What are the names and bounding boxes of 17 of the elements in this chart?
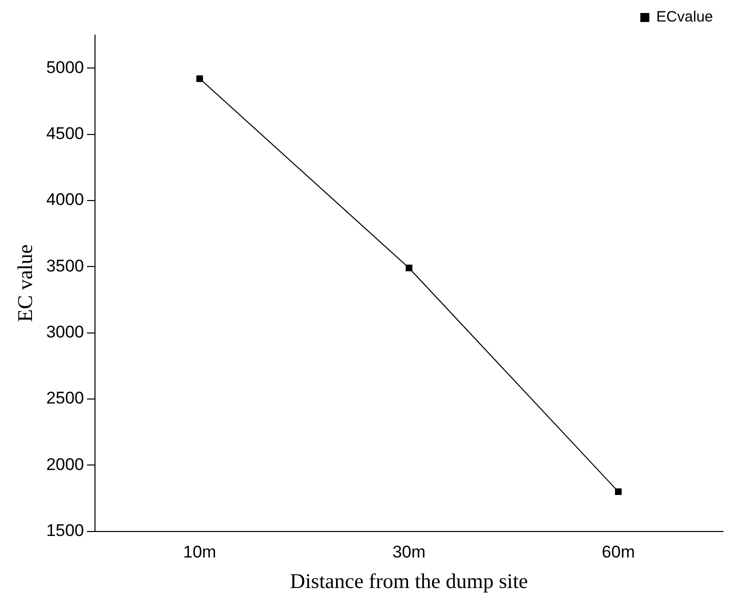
y-tick-label: 5000 <box>46 58 84 77</box>
y-tick-label: 2500 <box>46 388 84 408</box>
y-axis-title: EC value <box>13 244 38 322</box>
y-tick-label: 3500 <box>46 256 84 276</box>
point <box>615 488 622 496</box>
y-tick-label: 3000 <box>46 322 84 342</box>
y-tick-label: 2000 <box>46 454 84 474</box>
y-tick-label: 1500 <box>46 521 84 540</box>
y-tick-label: 4500 <box>46 124 84 143</box>
x-tick-label: 60m <box>602 542 635 562</box>
x-tick-label: 10m <box>183 542 216 562</box>
x-axis-title: Distance from the dump site <box>290 568 528 593</box>
y-tick-label: 4000 <box>46 190 84 210</box>
x-tick-label: 30m <box>392 542 426 562</box>
legend-label: ECvalue <box>656 8 714 26</box>
point <box>406 264 412 272</box>
point <box>196 75 204 82</box>
